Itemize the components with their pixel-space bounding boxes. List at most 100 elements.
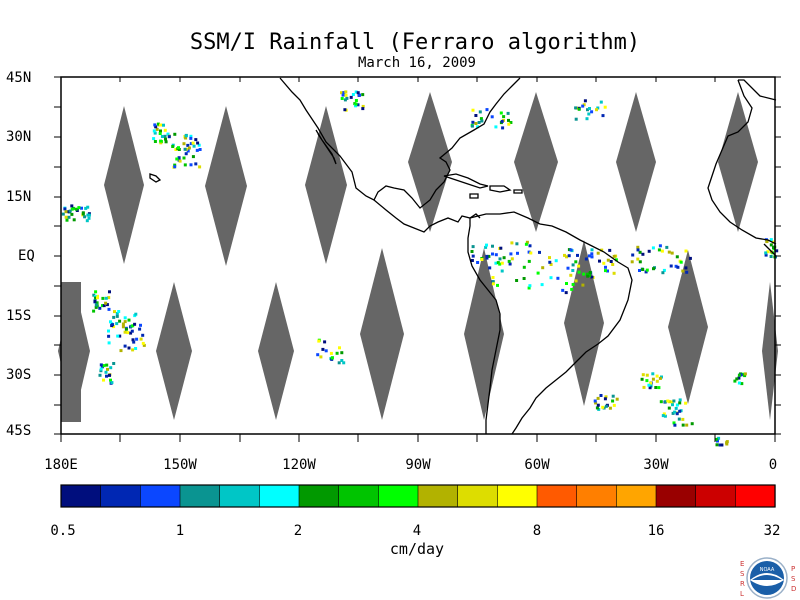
rain-cell: [490, 115, 494, 119]
rain-cell: [603, 105, 607, 109]
rain-cell: [74, 207, 78, 211]
rain-cell: [471, 108, 475, 112]
coastline-central-america: [373, 199, 481, 233]
rain-cell: [485, 243, 488, 247]
swath-gap: [305, 106, 347, 264]
rain-cell: [167, 135, 171, 139]
lon-label-30w: 30W: [643, 457, 669, 473]
rain-cell: [645, 373, 649, 377]
rain-cell: [540, 283, 544, 287]
rain-cell: [764, 251, 768, 255]
rain-cell: [541, 266, 545, 270]
rain-cell: [604, 404, 608, 408]
colorbar-swatch: [576, 484, 617, 508]
rain-cell: [316, 353, 320, 357]
rain-cell: [93, 299, 97, 303]
swath-gap: [762, 282, 778, 420]
rain-cell: [608, 248, 612, 252]
rain-cell: [129, 331, 133, 335]
colorbar-tick-label: 16: [647, 523, 665, 539]
rain-cell: [499, 111, 503, 115]
rain-cell: [554, 259, 558, 263]
rain-cell: [470, 124, 474, 128]
rain-cell: [631, 253, 635, 257]
rain-cell: [105, 374, 108, 378]
rain-cell: [104, 301, 108, 305]
coastlines: [149, 77, 777, 435]
rain-cell: [141, 341, 145, 345]
rain-cell: [675, 403, 679, 407]
rain-cell: [563, 253, 566, 257]
rain-cell: [153, 140, 157, 143]
rain-cell: [500, 261, 504, 265]
rain-cell: [159, 123, 162, 127]
rain-cell: [471, 245, 475, 249]
rain-cell: [601, 405, 605, 409]
rain-cell: [601, 114, 605, 118]
rain-cell: [166, 132, 170, 136]
rain-cell: [590, 110, 594, 114]
rain-cell: [684, 266, 688, 270]
rain-cell: [342, 361, 346, 365]
rain-cell: [189, 136, 193, 140]
rain-cell: [587, 112, 591, 116]
rain-cell: [677, 417, 681, 421]
rain-cell: [594, 401, 598, 405]
rain-cell: [574, 117, 578, 121]
rain-cell: [186, 143, 190, 147]
rain-cell: [661, 414, 665, 418]
rain-cell: [640, 377, 644, 381]
rain-cell: [649, 384, 653, 388]
rain-cell: [94, 303, 98, 307]
rain-cell: [81, 212, 85, 216]
rain-cell: [476, 125, 480, 129]
rain-cell: [725, 440, 729, 444]
rain-cell: [608, 406, 612, 410]
rain-cell: [612, 403, 616, 407]
rain-cell: [177, 156, 181, 160]
rain-cell: [576, 253, 579, 257]
rain-cell: [527, 250, 531, 254]
rain-cell: [127, 318, 131, 322]
rain-cell: [65, 218, 69, 222]
rain-cell: [510, 257, 514, 261]
rain-cell: [99, 363, 103, 367]
rain-cell: [109, 366, 113, 370]
rain-cell: [655, 374, 659, 378]
swath-gap: [464, 248, 504, 420]
rain-cell: [142, 343, 146, 347]
rain-cell: [516, 251, 519, 255]
svg-text:NOAA: NOAA: [760, 567, 775, 573]
rain-cell: [153, 123, 157, 127]
rain-cell: [522, 277, 526, 280]
rain-cell: [737, 373, 741, 377]
rain-cell: [321, 347, 325, 351]
rain-cell: [567, 254, 571, 258]
rain-cell: [584, 257, 588, 261]
rain-cell: [611, 263, 615, 266]
rain-cell: [675, 412, 679, 416]
rain-cell: [604, 395, 608, 399]
rain-cell: [599, 100, 603, 104]
coastline-africa: [707, 79, 777, 245]
rain-cell: [666, 399, 670, 403]
rain-cell: [159, 139, 163, 143]
colorbar-swatch: [179, 484, 221, 508]
rain-cell: [329, 351, 333, 355]
rain-cell: [690, 422, 694, 426]
rain-cell: [716, 439, 719, 443]
rain-cell: [765, 239, 769, 243]
rain-cell: [474, 114, 478, 117]
rain-cell: [678, 398, 682, 402]
rain-cell: [324, 349, 328, 353]
rain-cell: [673, 423, 677, 427]
rain-cell: [500, 269, 504, 273]
rain-cell: [590, 248, 594, 252]
rain-cell: [764, 253, 768, 257]
rain-cell: [77, 206, 81, 210]
rain-cell: [577, 107, 581, 111]
rain-cell: [117, 310, 121, 313]
rain-cell: [173, 163, 177, 167]
rain-cell: [641, 252, 645, 256]
